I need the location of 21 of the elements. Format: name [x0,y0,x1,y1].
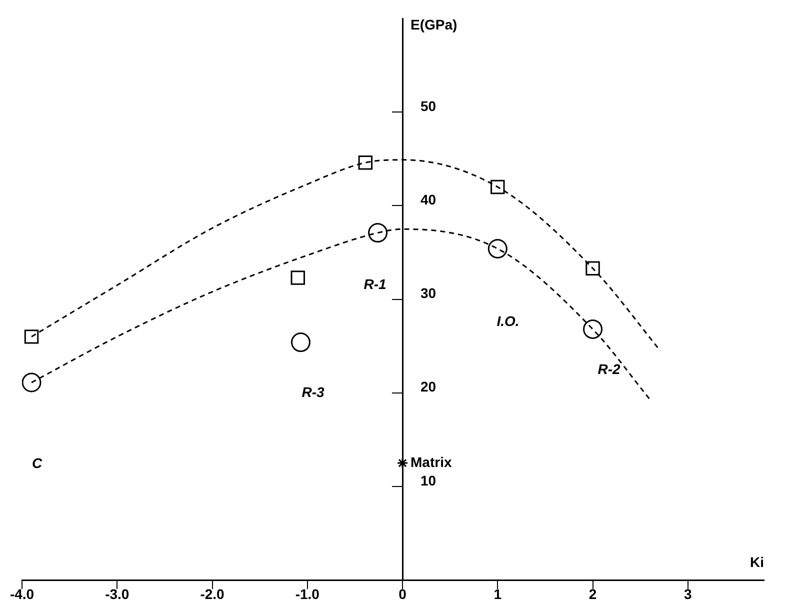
y-tick-label: 50 [420,98,436,114]
annotation: R-3 [302,384,324,400]
annotation: C [32,454,43,471]
x-tick-label: 3 [684,586,692,602]
y-axis-title: E(GPa) [410,16,458,32]
annotation: R-1 [364,276,386,292]
y-tick-label: 10 [420,472,436,488]
x-tick-label: 0 [398,586,407,602]
y-tick-label: 30 [420,285,436,302]
y-tick-label: 40 [420,192,436,208]
x-tick-label: -2.0 [200,586,225,602]
x-axis-title: Ki [750,554,764,570]
annotation: R-2 [598,360,620,377]
x-tick-label: -4.0 [10,586,34,602]
y-tick-label: 20 [420,378,436,395]
x-tick-label: -3.0 [105,586,130,602]
series-label: Matrix [410,454,452,470]
annotation: I.O. [496,312,520,329]
x-tick-label: 1 [494,586,502,602]
x-tick-label: -1.0 [295,586,320,602]
x-tick-label: 2 [588,586,597,602]
